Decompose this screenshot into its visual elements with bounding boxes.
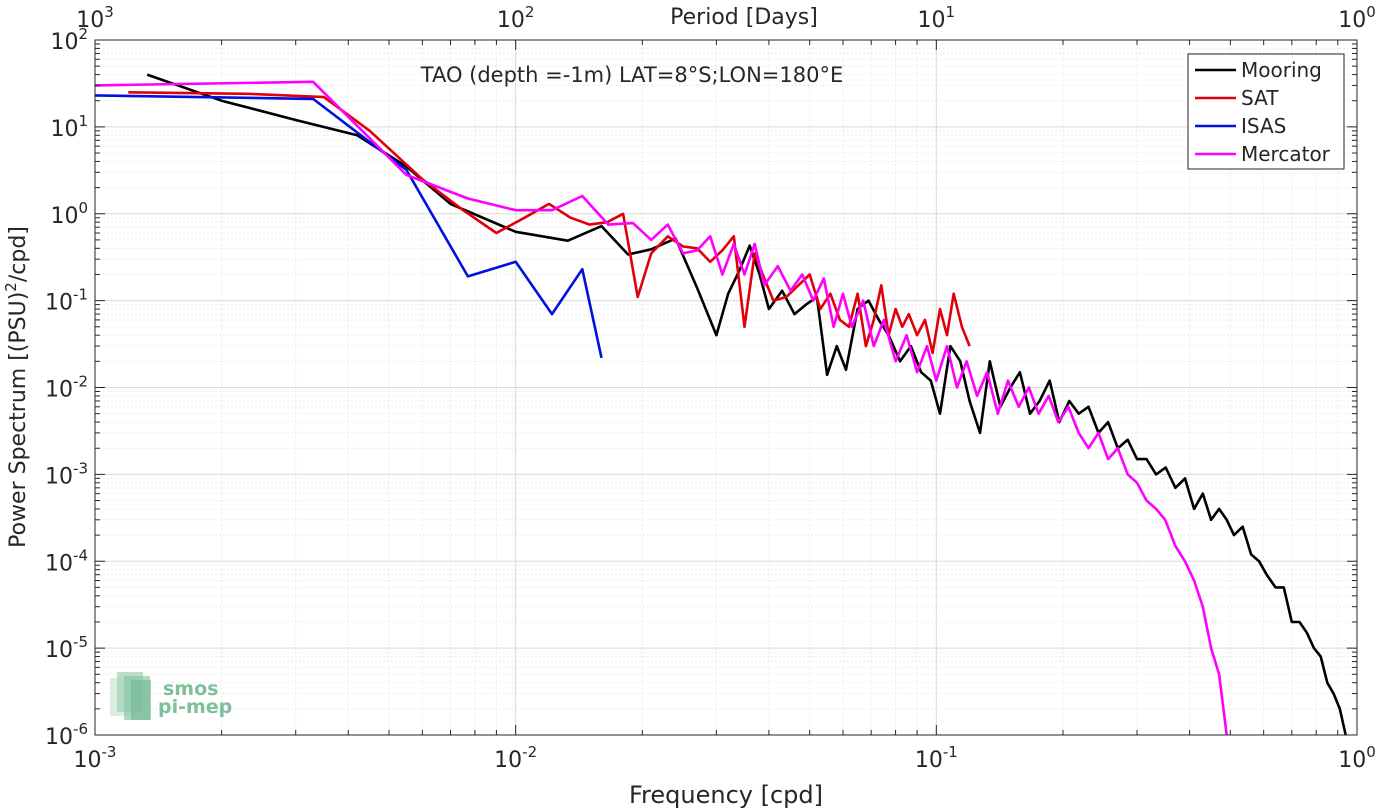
- y-tick-label: 10-1: [45, 286, 88, 316]
- logo-line2: pi-mep: [158, 696, 232, 718]
- top-tick-label: 103: [76, 3, 114, 33]
- y-tick-label: 100: [50, 199, 88, 229]
- x-tick-labels: 10-3 10-2 10-1 100: [74, 743, 1376, 773]
- series-line-isas: [94, 94, 603, 359]
- x-axis-label: Frequency [cpd]: [629, 781, 823, 809]
- legend-label-mercator: Mercator: [1241, 142, 1331, 166]
- top-axis-label: Period [Days]: [670, 5, 818, 30]
- major-grid: [94, 40, 1357, 736]
- top-tick-label: 102: [497, 3, 535, 33]
- tick-marks: [94, 39, 1358, 736]
- top-tick-label: 100: [1338, 3, 1376, 33]
- series-line-mercator: [94, 80, 1228, 736]
- y-tick-label: 101: [50, 112, 88, 142]
- legend-box: [1187, 53, 1345, 170]
- y-tick-label: 102: [50, 25, 88, 55]
- x-tick-label: 10-2: [494, 743, 537, 773]
- y-axis-label: Power Spectrum [(PSU)2/cpd]: [2, 226, 31, 548]
- x-tick-label: 100: [1338, 743, 1376, 773]
- y-tick-label: 10-3: [45, 459, 88, 489]
- x-tick-label: 10-3: [74, 743, 117, 773]
- legend: Mooring SAT ISAS Mercator: [1187, 53, 1345, 170]
- chart-title: TAO (depth =-1m) LAT=8°S;LON=180°E: [420, 63, 844, 87]
- top-tick-label: 101: [918, 3, 956, 33]
- series-layer: [94, 73, 1347, 736]
- y-tick-label: 10-2: [45, 373, 88, 403]
- series-line-sat: [128, 91, 971, 355]
- y-tick-label: 10-5: [45, 633, 88, 663]
- y-tick-label: 10-6: [45, 720, 88, 750]
- y-tick-label: 10-4: [45, 546, 88, 576]
- smos-pi-mep-logo: smos pi-mep: [110, 672, 232, 720]
- x-tick-label: 10-1: [915, 743, 958, 773]
- legend-label-isas: ISAS: [1241, 114, 1286, 138]
- legend-label-sat: SAT: [1241, 86, 1279, 110]
- y-tick-labels: 10-6 10-5 10-4 10-3 10-2 10-1 100 101 102: [45, 25, 88, 750]
- logo-line1: smos: [163, 678, 218, 700]
- top-tick-labels: 103 102 101 100: [76, 3, 1376, 33]
- legend-label-mooring: Mooring: [1241, 58, 1322, 82]
